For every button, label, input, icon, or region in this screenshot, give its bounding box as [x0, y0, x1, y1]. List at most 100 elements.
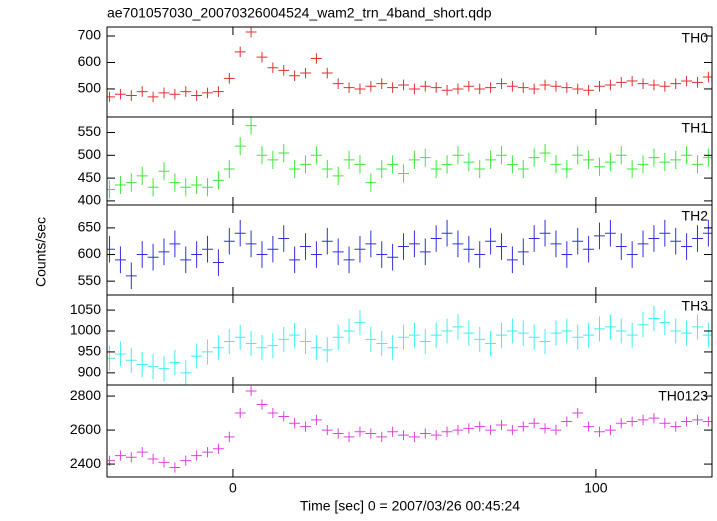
panel-label: TH1 [682, 120, 709, 136]
data-bin [212, 249, 224, 276]
data-bin [365, 81, 377, 92]
data-bin [147, 243, 159, 271]
data-bin [310, 241, 322, 268]
data-bin [594, 222, 605, 250]
data-bin [256, 399, 268, 410]
data-bin [125, 90, 137, 101]
data-bin [604, 219, 616, 247]
data-bin [321, 67, 333, 79]
data-bin [180, 178, 192, 197]
data-bin [550, 424, 562, 436]
data-bin [550, 81, 562, 92]
data-bin [648, 148, 660, 167]
data-bin [474, 83, 486, 95]
data-bin [670, 150, 682, 169]
data-bin [365, 230, 377, 258]
data-bin [583, 84, 595, 96]
data-bin [583, 235, 595, 263]
data-bin [539, 423, 551, 434]
data-bin [387, 335, 399, 361]
data-bin [332, 78, 344, 89]
data-bin [615, 233, 627, 260]
data-bin [496, 233, 507, 260]
y-tick-label: 1000 [70, 322, 101, 338]
data-bin [702, 322, 712, 348]
data-bin [289, 70, 301, 81]
data-bin [147, 178, 159, 197]
data-bin [659, 310, 671, 336]
panel-frame [106, 384, 713, 478]
data-bin [670, 318, 682, 344]
data-bin [441, 426, 453, 437]
data-bin [136, 351, 148, 378]
data-bin [430, 82, 442, 93]
data-bin [561, 318, 573, 344]
data-bin [223, 431, 235, 442]
data-bin [202, 235, 213, 263]
data-bin [212, 171, 224, 190]
data-bin [256, 146, 268, 165]
data-bin [354, 155, 366, 174]
data-bin [659, 418, 671, 429]
data-bin [637, 312, 649, 338]
data-bin [430, 430, 442, 441]
data-bin [310, 414, 322, 425]
data-bin [212, 443, 224, 454]
data-bin [702, 219, 712, 247]
data-bin [310, 53, 322, 64]
data-bin [583, 322, 595, 348]
data-bin [300, 67, 311, 79]
data-bin [452, 424, 464, 436]
data-bin [506, 81, 518, 92]
data-bin [615, 146, 627, 165]
data-bin [107, 345, 115, 371]
data-bin [572, 324, 584, 350]
data-bin [626, 416, 638, 427]
y-tick-label: 500 [78, 146, 102, 162]
data-bin [517, 159, 529, 179]
data-bin [517, 320, 529, 346]
data-bin [626, 241, 638, 268]
data-bin [278, 143, 290, 163]
data-bin [485, 424, 497, 436]
data-bin [191, 241, 203, 268]
data-bin [136, 86, 148, 97]
data-bin [561, 241, 573, 268]
data-bin [125, 347, 137, 373]
data-bin [659, 153, 671, 172]
data-bin [463, 423, 475, 434]
data-bin [191, 450, 203, 461]
data-bin [278, 225, 290, 252]
data-bin [517, 421, 529, 432]
data-bin [419, 81, 431, 92]
data-bin [332, 238, 344, 266]
data-bin [321, 227, 333, 255]
data-bin [321, 159, 333, 179]
data-bin [354, 426, 366, 437]
data-bin [659, 81, 671, 92]
data-bin [528, 148, 540, 167]
data-bin [376, 331, 388, 357]
data-bin [572, 227, 584, 255]
data-bin [539, 79, 551, 91]
data-bin [234, 219, 246, 247]
data-bin [343, 82, 355, 93]
data-bin [180, 360, 192, 385]
data-bin [419, 428, 431, 439]
data-bin [408, 83, 420, 95]
data-bin [332, 324, 344, 350]
data-bin [561, 159, 573, 179]
data-bin [365, 428, 377, 439]
data-bin [245, 117, 257, 135]
y-tick-label: 600 [78, 245, 102, 261]
data-bin [550, 155, 562, 174]
data-bin [387, 426, 399, 437]
data-bin [452, 83, 464, 95]
data-bin [550, 230, 562, 258]
data-bin [702, 148, 712, 167]
data-bin [267, 333, 279, 359]
data-bin [474, 241, 486, 268]
panel-label: TH0 [682, 30, 709, 46]
data-bin [169, 173, 181, 192]
